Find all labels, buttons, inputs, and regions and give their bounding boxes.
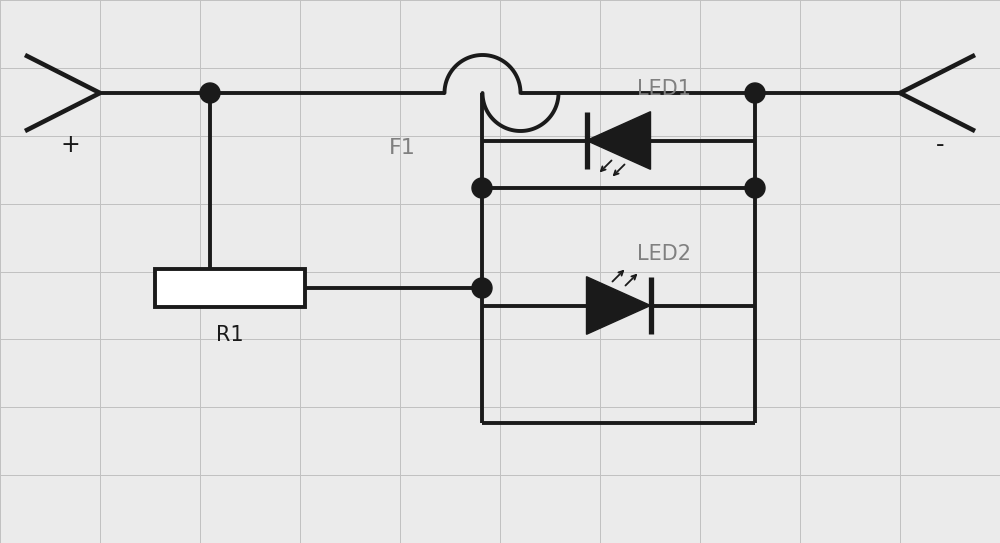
Bar [155, 269, 305, 307]
Polygon shape [586, 112, 651, 169]
Circle shape [745, 83, 765, 103]
Circle shape [745, 178, 765, 198]
Circle shape [472, 178, 492, 198]
Polygon shape [586, 277, 651, 334]
Text: R1: R1 [216, 325, 244, 345]
Circle shape [200, 83, 220, 103]
Circle shape [472, 278, 492, 298]
Text: -: - [936, 133, 944, 157]
Text: +: + [60, 133, 80, 157]
Text: F1: F1 [389, 138, 416, 158]
Text: LED2: LED2 [637, 243, 691, 263]
Text: LED1: LED1 [637, 79, 691, 98]
